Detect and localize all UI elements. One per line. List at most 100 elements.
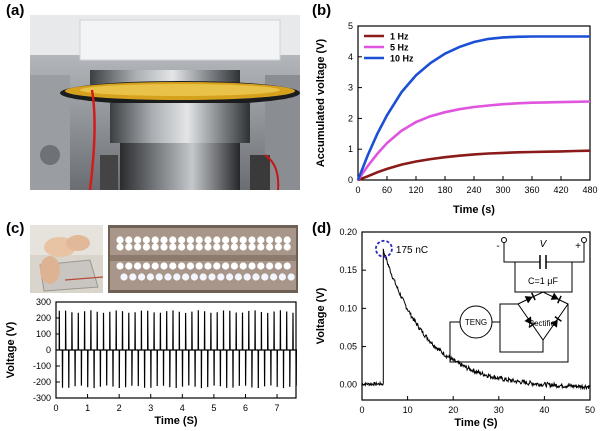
led bbox=[186, 243, 194, 251]
led-array-photo bbox=[108, 225, 298, 293]
led bbox=[213, 236, 221, 244]
led bbox=[204, 236, 212, 244]
led bbox=[283, 262, 291, 270]
led bbox=[129, 273, 137, 281]
led bbox=[178, 236, 186, 244]
led bbox=[160, 236, 168, 244]
y-tick-label: 100 bbox=[36, 329, 51, 339]
led bbox=[134, 243, 142, 251]
diode-triangle bbox=[524, 296, 533, 304]
y-tick-label: 0.00 bbox=[339, 380, 357, 390]
led bbox=[222, 236, 230, 244]
led bbox=[186, 262, 194, 270]
led bbox=[195, 243, 203, 251]
terminal-minus bbox=[501, 237, 507, 243]
diode-symbol bbox=[550, 316, 562, 328]
led bbox=[116, 236, 124, 244]
x-tick-label: 480 bbox=[582, 185, 597, 195]
led bbox=[125, 262, 133, 270]
x-tick-label: 1 bbox=[85, 403, 90, 413]
x-tick-label: 50 bbox=[585, 405, 595, 415]
x-tick-label: 180 bbox=[437, 185, 452, 195]
rectifier-label: Rectifier bbox=[528, 319, 558, 328]
device-photo-graphic bbox=[30, 225, 103, 293]
led bbox=[230, 236, 238, 244]
led bbox=[178, 243, 186, 251]
led bbox=[155, 273, 163, 281]
series-line bbox=[356, 100, 591, 181]
x-tick-label: 120 bbox=[408, 185, 423, 195]
peak-marker-circle bbox=[375, 239, 393, 258]
capacitor-label: C=1 μF bbox=[528, 276, 558, 286]
setup-photo-graphic bbox=[30, 15, 300, 190]
led bbox=[151, 262, 159, 270]
terminal-plus bbox=[581, 237, 587, 243]
voltage-symbol-label: V bbox=[540, 239, 548, 250]
x-tick-label: 4 bbox=[180, 403, 185, 413]
x-tick-label: 300 bbox=[495, 185, 510, 195]
y-tick-label: -200 bbox=[33, 377, 51, 387]
x-tick-label: 40 bbox=[539, 405, 549, 415]
led bbox=[270, 273, 278, 281]
x-tick-label: 240 bbox=[466, 185, 481, 195]
panel-label-d: (d) bbox=[312, 220, 332, 237]
y-tick-label: 0 bbox=[46, 345, 51, 355]
led bbox=[248, 236, 256, 244]
chart-d: 0 10 20 30 40 50 0.00 0.05 0.10 0.15 0.20 175 nC T… bbox=[315, 227, 595, 429]
y-tick-label: 0.20 bbox=[339, 227, 357, 237]
legend-label: 10 Hz bbox=[390, 54, 414, 64]
y-tick-label: 300 bbox=[36, 297, 51, 307]
x-tick-label: 6 bbox=[243, 403, 248, 413]
diode-symbol bbox=[524, 316, 536, 328]
led bbox=[182, 273, 190, 281]
setup-photo bbox=[30, 15, 300, 190]
x-tick-label: 5 bbox=[211, 403, 216, 413]
led bbox=[199, 273, 207, 281]
led bbox=[134, 262, 142, 270]
y-tick-label: 5 bbox=[348, 21, 353, 31]
led bbox=[266, 243, 274, 251]
led bbox=[208, 273, 216, 281]
y-tick-label: 2 bbox=[348, 113, 353, 123]
led bbox=[151, 243, 159, 251]
led bbox=[274, 236, 282, 244]
led bbox=[274, 243, 282, 251]
led bbox=[287, 273, 295, 281]
x-tick-label: 10 bbox=[403, 405, 413, 415]
x-tick-label: 7 bbox=[275, 403, 280, 413]
chart-c-xlabel: Time (S) bbox=[154, 415, 198, 427]
led bbox=[142, 243, 150, 251]
led bbox=[169, 243, 177, 251]
led bbox=[252, 273, 260, 281]
x-tick-label: 0 bbox=[359, 405, 364, 415]
led bbox=[142, 262, 150, 270]
led bbox=[186, 236, 194, 244]
diodes bbox=[524, 292, 562, 328]
led bbox=[274, 262, 282, 270]
led bbox=[257, 243, 265, 251]
y-tick-label: 1 bbox=[348, 144, 353, 154]
x-tick-label: 20 bbox=[448, 405, 458, 415]
led bbox=[239, 236, 247, 244]
legend-label: 1 Hz bbox=[390, 32, 409, 42]
diode-triangle bbox=[550, 292, 559, 300]
led bbox=[151, 236, 159, 244]
x-tick-label: 2 bbox=[117, 403, 122, 413]
x-tick-label: 3 bbox=[148, 403, 153, 413]
x-tick-label: 0 bbox=[53, 403, 58, 413]
led bbox=[234, 273, 242, 281]
led bbox=[160, 243, 168, 251]
diode-triangle bbox=[524, 316, 532, 325]
led bbox=[125, 236, 133, 244]
chart-d-xlabel: Time (S) bbox=[454, 417, 498, 429]
chart-b-ylabel: Accumulated voltage (V) bbox=[315, 38, 327, 167]
y-tick-label: 4 bbox=[348, 52, 353, 62]
led bbox=[248, 243, 256, 251]
chart-d-voltage-line bbox=[361, 248, 591, 391]
led bbox=[116, 262, 124, 270]
terminal-minus-label: - bbox=[496, 241, 499, 252]
circuit-diagram bbox=[449, 237, 587, 363]
rectifier-bridge bbox=[517, 291, 569, 341]
led bbox=[226, 273, 234, 281]
led bbox=[248, 262, 256, 270]
